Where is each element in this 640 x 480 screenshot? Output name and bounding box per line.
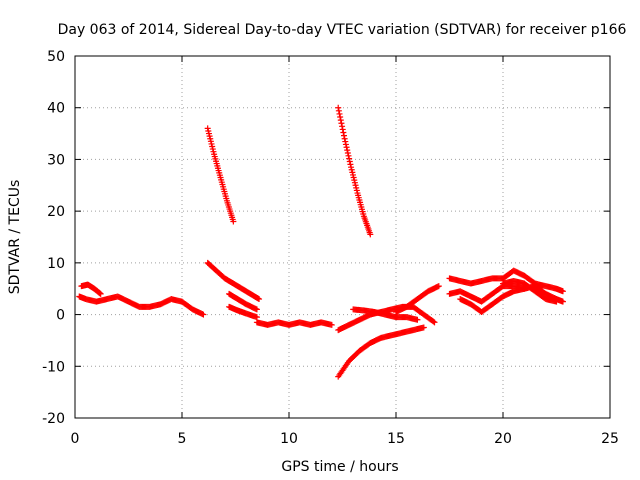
y-tick-label: 50 (47, 49, 65, 65)
data-point (347, 161, 354, 168)
data-point (97, 290, 104, 297)
y-tick-label: 30 (47, 152, 65, 168)
series-arc-late-3 (457, 285, 528, 315)
series-arc-mid-3 (226, 303, 260, 321)
y-tick-label: -10 (42, 359, 65, 375)
x-tick-label: 25 (601, 431, 619, 447)
data-point (553, 298, 560, 305)
series-arc-steep-2 (335, 104, 374, 238)
data-point (344, 147, 351, 154)
data-point (336, 110, 343, 117)
data-point (253, 314, 260, 321)
data-point (338, 120, 345, 127)
data-point (342, 141, 349, 148)
data-point (339, 126, 346, 133)
data-point (230, 218, 237, 225)
y-tick-label: 0 (56, 308, 65, 324)
data-point (521, 285, 528, 292)
series-arc-pm-3 (393, 283, 442, 315)
data-point (253, 306, 260, 313)
data-point (256, 296, 263, 303)
series-arc-rise (335, 324, 427, 380)
data-point (435, 283, 442, 290)
data-point (431, 319, 438, 326)
x-tick-label: 0 (71, 431, 80, 447)
series-arc-pm-2 (350, 306, 421, 323)
data-point (414, 316, 421, 323)
x-axis-label: GPS time / hours (281, 459, 398, 475)
tick-layer: 0 5 10 15 20 25 -20 -10 0 10 20 30 40 50 (42, 49, 619, 447)
x-tick-label: 20 (494, 431, 512, 447)
data-point (559, 288, 566, 295)
data-point (345, 152, 352, 159)
series-arc-late-4 (500, 277, 560, 305)
data-point (328, 321, 335, 328)
data-point (335, 104, 342, 111)
x-tick-label: 15 (387, 431, 405, 447)
x-tick-label: 5 (178, 431, 187, 447)
y-tick-label: 40 (47, 101, 65, 117)
data-point (430, 318, 437, 325)
data-point (344, 149, 351, 156)
grid-layer (75, 56, 610, 418)
data-layer (76, 104, 566, 380)
data-point (343, 144, 350, 151)
data-point (337, 117, 344, 124)
series-arc-steep-1 (204, 125, 237, 225)
y-tick-label: 20 (47, 204, 65, 220)
chart-title: Day 063 of 2014, Sidereal Day-to-day VTE… (58, 22, 627, 38)
data-point (335, 107, 342, 114)
series-arc-early-b (78, 281, 104, 297)
data-point (420, 324, 427, 331)
series-arc-noon (253, 319, 335, 328)
data-point (340, 132, 347, 139)
series-arc-mid-2 (226, 290, 260, 313)
data-point (346, 158, 353, 165)
y-axis-label: SDTVAR / TECUs (7, 180, 23, 295)
plot-frame (74, 55, 611, 419)
data-point (337, 114, 344, 121)
data-point (341, 135, 348, 142)
y-tick-label: 10 (47, 256, 65, 272)
data-point (346, 155, 353, 162)
series-arc-early (76, 293, 207, 318)
data-point (200, 311, 207, 318)
data-point (340, 129, 347, 136)
y-tick-label: -20 (42, 411, 65, 427)
data-point (339, 123, 346, 130)
data-point (367, 231, 374, 238)
data-point (342, 138, 349, 145)
x-tick-label: 10 (280, 431, 298, 447)
series-arc-mid-1 (204, 259, 263, 303)
data-point (559, 298, 566, 305)
